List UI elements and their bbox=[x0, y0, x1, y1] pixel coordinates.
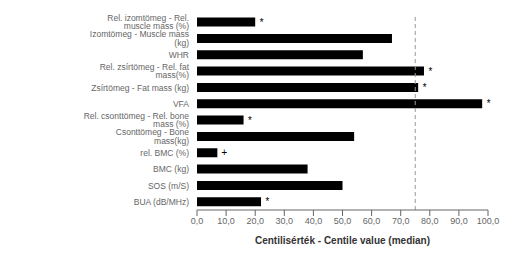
svg-text:SOS (m/S): SOS (m/S) bbox=[148, 181, 189, 191]
svg-text:*: * bbox=[428, 66, 433, 77]
svg-text:50,0: 50,0 bbox=[334, 216, 352, 226]
svg-text:10,0: 10,0 bbox=[217, 216, 235, 226]
svg-text:Rel. csonttömeg - Rel. bonemas: Rel. csonttömeg - Rel. bonemass (%) bbox=[84, 111, 190, 130]
svg-text:rel. BMC (%): rel. BMC (%) bbox=[140, 148, 189, 158]
svg-text:VFA: VFA bbox=[173, 99, 189, 109]
svg-text:0,0: 0,0 bbox=[191, 216, 204, 226]
svg-text:BMC (kg): BMC (kg) bbox=[153, 164, 189, 174]
svg-text:Rel. zsírtömeg - Rel. fatmass(: Rel. zsírtömeg - Rel. fatmass(%) bbox=[100, 62, 190, 80]
svg-text:Centilisérték - Centile value: Centilisérték - Centile value (median) bbox=[255, 235, 430, 246]
svg-text:Zsírtömeg - Fat mass (kg): Zsírtömeg - Fat mass (kg) bbox=[91, 83, 189, 93]
svg-text:Rel. izomtömeg - Rel.muscle ma: Rel. izomtömeg - Rel.muscle mass (%) bbox=[107, 13, 189, 32]
svg-text:20,0: 20,0 bbox=[246, 216, 264, 226]
svg-text:+: + bbox=[221, 147, 227, 158]
svg-text:90,0: 90,0 bbox=[450, 216, 468, 226]
svg-text:100,0: 100,0 bbox=[477, 216, 500, 226]
svg-text:*: * bbox=[422, 82, 427, 93]
svg-text:70,0: 70,0 bbox=[392, 216, 410, 226]
svg-text:*: * bbox=[265, 196, 270, 207]
svg-text:BUA (dB/MHz): BUA (dB/MHz) bbox=[134, 197, 189, 207]
svg-text:30,0: 30,0 bbox=[276, 216, 294, 226]
svg-text:*: * bbox=[486, 98, 491, 109]
svg-text:Izomtömeg - Muscle mass(kg): Izomtömeg - Muscle mass(kg) bbox=[90, 29, 189, 48]
svg-text:*: * bbox=[248, 115, 253, 126]
svg-text:WHR: WHR bbox=[169, 50, 189, 60]
svg-text:40,0: 40,0 bbox=[305, 216, 323, 226]
svg-text:*: * bbox=[259, 17, 264, 28]
svg-text:Csonttömeg - Bonemass(kg): Csonttömeg - Bonemass(kg) bbox=[116, 127, 190, 146]
svg-text:60,0: 60,0 bbox=[363, 216, 381, 226]
svg-text:80,0: 80,0 bbox=[421, 216, 439, 226]
